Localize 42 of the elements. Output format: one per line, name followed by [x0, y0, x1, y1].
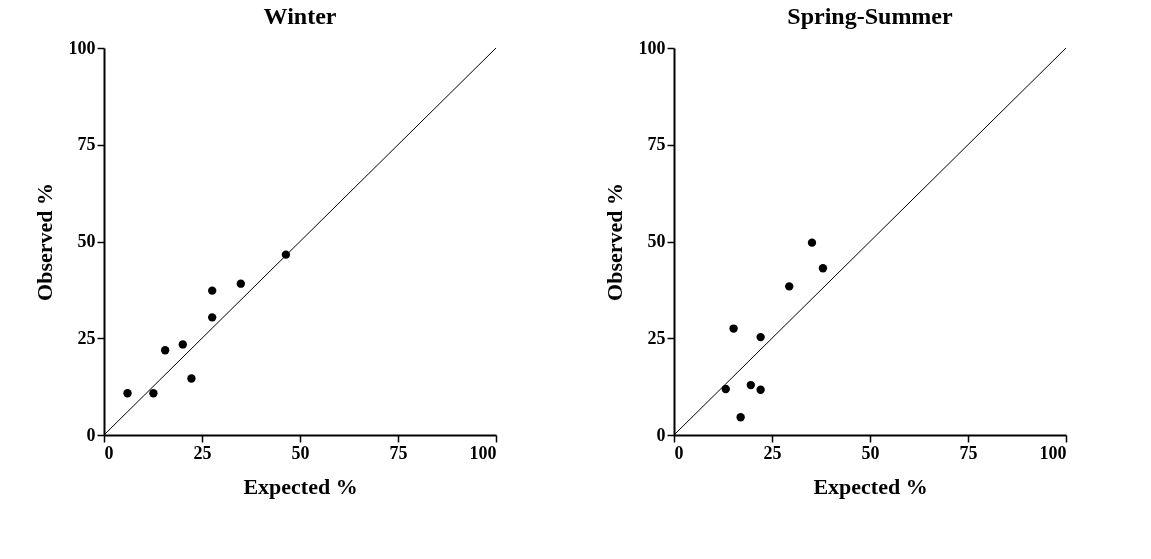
x-axis-title: Expected %	[243, 473, 358, 499]
chart-title: Winter	[263, 3, 337, 29]
x-axis-title: Expected %	[813, 473, 928, 499]
y-tick-label: 50	[77, 231, 96, 251]
point	[208, 286, 217, 295]
x-tick-label: 75	[959, 442, 978, 463]
point	[149, 389, 158, 398]
point	[178, 340, 187, 349]
chart-title: Spring-Summer	[787, 3, 954, 29]
y-tick-label: 25	[77, 327, 96, 348]
y-tick-label: 75	[77, 134, 96, 155]
y-axis-title: Observed %	[31, 183, 57, 301]
point	[123, 389, 132, 398]
x-tick-label: 75	[389, 442, 408, 463]
x-tick-label: 25	[193, 442, 212, 463]
x-tick-label: 100	[469, 442, 497, 463]
point	[208, 313, 217, 322]
y-tick-label: 0	[656, 424, 666, 445]
x-tick-label: 0	[104, 442, 114, 463]
x-tick-label: 50	[861, 442, 880, 463]
point	[756, 332, 765, 342]
point	[160, 346, 170, 355]
point	[818, 264, 828, 273]
y-tick-label: 0	[86, 424, 96, 445]
point	[236, 279, 245, 288]
point	[785, 282, 794, 291]
x-tick-label: 25	[763, 442, 782, 463]
point	[187, 374, 196, 383]
y-tick-label: 100	[638, 37, 666, 58]
point	[746, 380, 756, 390]
y-tick-label: 25	[647, 327, 666, 348]
x-tick-label: 50	[291, 442, 310, 463]
point	[756, 385, 765, 394]
y-tick-label: 100	[68, 37, 96, 58]
point	[736, 413, 745, 422]
point	[729, 324, 738, 333]
x-tick-label: 100	[1039, 442, 1067, 463]
y-tick-label: 75	[647, 134, 666, 155]
y-tick-label: 50	[647, 231, 666, 251]
x-tick-label: 0	[674, 442, 684, 463]
point	[807, 238, 817, 247]
y-axis-title: Observed %	[601, 183, 627, 301]
